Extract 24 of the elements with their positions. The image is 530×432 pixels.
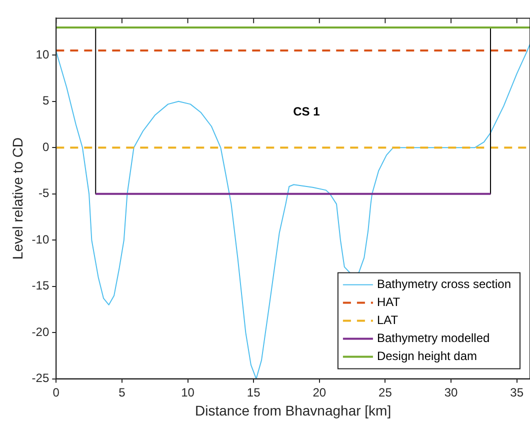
y-tick-label: -5 xyxy=(38,186,50,200)
y-tick-label: -15 xyxy=(32,278,50,293)
legend-label: Bathymetry modelled xyxy=(376,331,490,346)
legend-label: Bathymetry cross section xyxy=(376,277,511,292)
y-tick-label: 5 xyxy=(42,94,50,108)
x-tick-label: 20 xyxy=(312,385,326,400)
legend-label: Design height dam xyxy=(376,349,478,364)
x-tick-label: 10 xyxy=(181,385,195,400)
x-tick-label: 30 xyxy=(444,385,458,400)
x-tick-label: 25 xyxy=(378,385,392,400)
x-tick-label: 15 xyxy=(246,385,261,400)
y-tick-label: -20 xyxy=(32,324,50,339)
y-tick-label: 10 xyxy=(36,47,50,62)
x-tick-label: 35 xyxy=(510,385,524,400)
legend-label: HAT xyxy=(376,295,401,310)
x-tick-label: 0 xyxy=(52,385,60,400)
x-tick-label: 5 xyxy=(118,385,126,400)
y-tick-label: 0 xyxy=(42,140,50,154)
annotation: CS 1 xyxy=(293,104,320,119)
y-tick-label: -10 xyxy=(32,232,50,246)
x-axis-title: Distance from Bhavnaghar [km] xyxy=(195,402,392,418)
y-axis-title: Level relative to CD xyxy=(9,137,26,260)
y-tick-label: -25 xyxy=(32,371,50,386)
legend-label: LAT xyxy=(376,313,399,328)
